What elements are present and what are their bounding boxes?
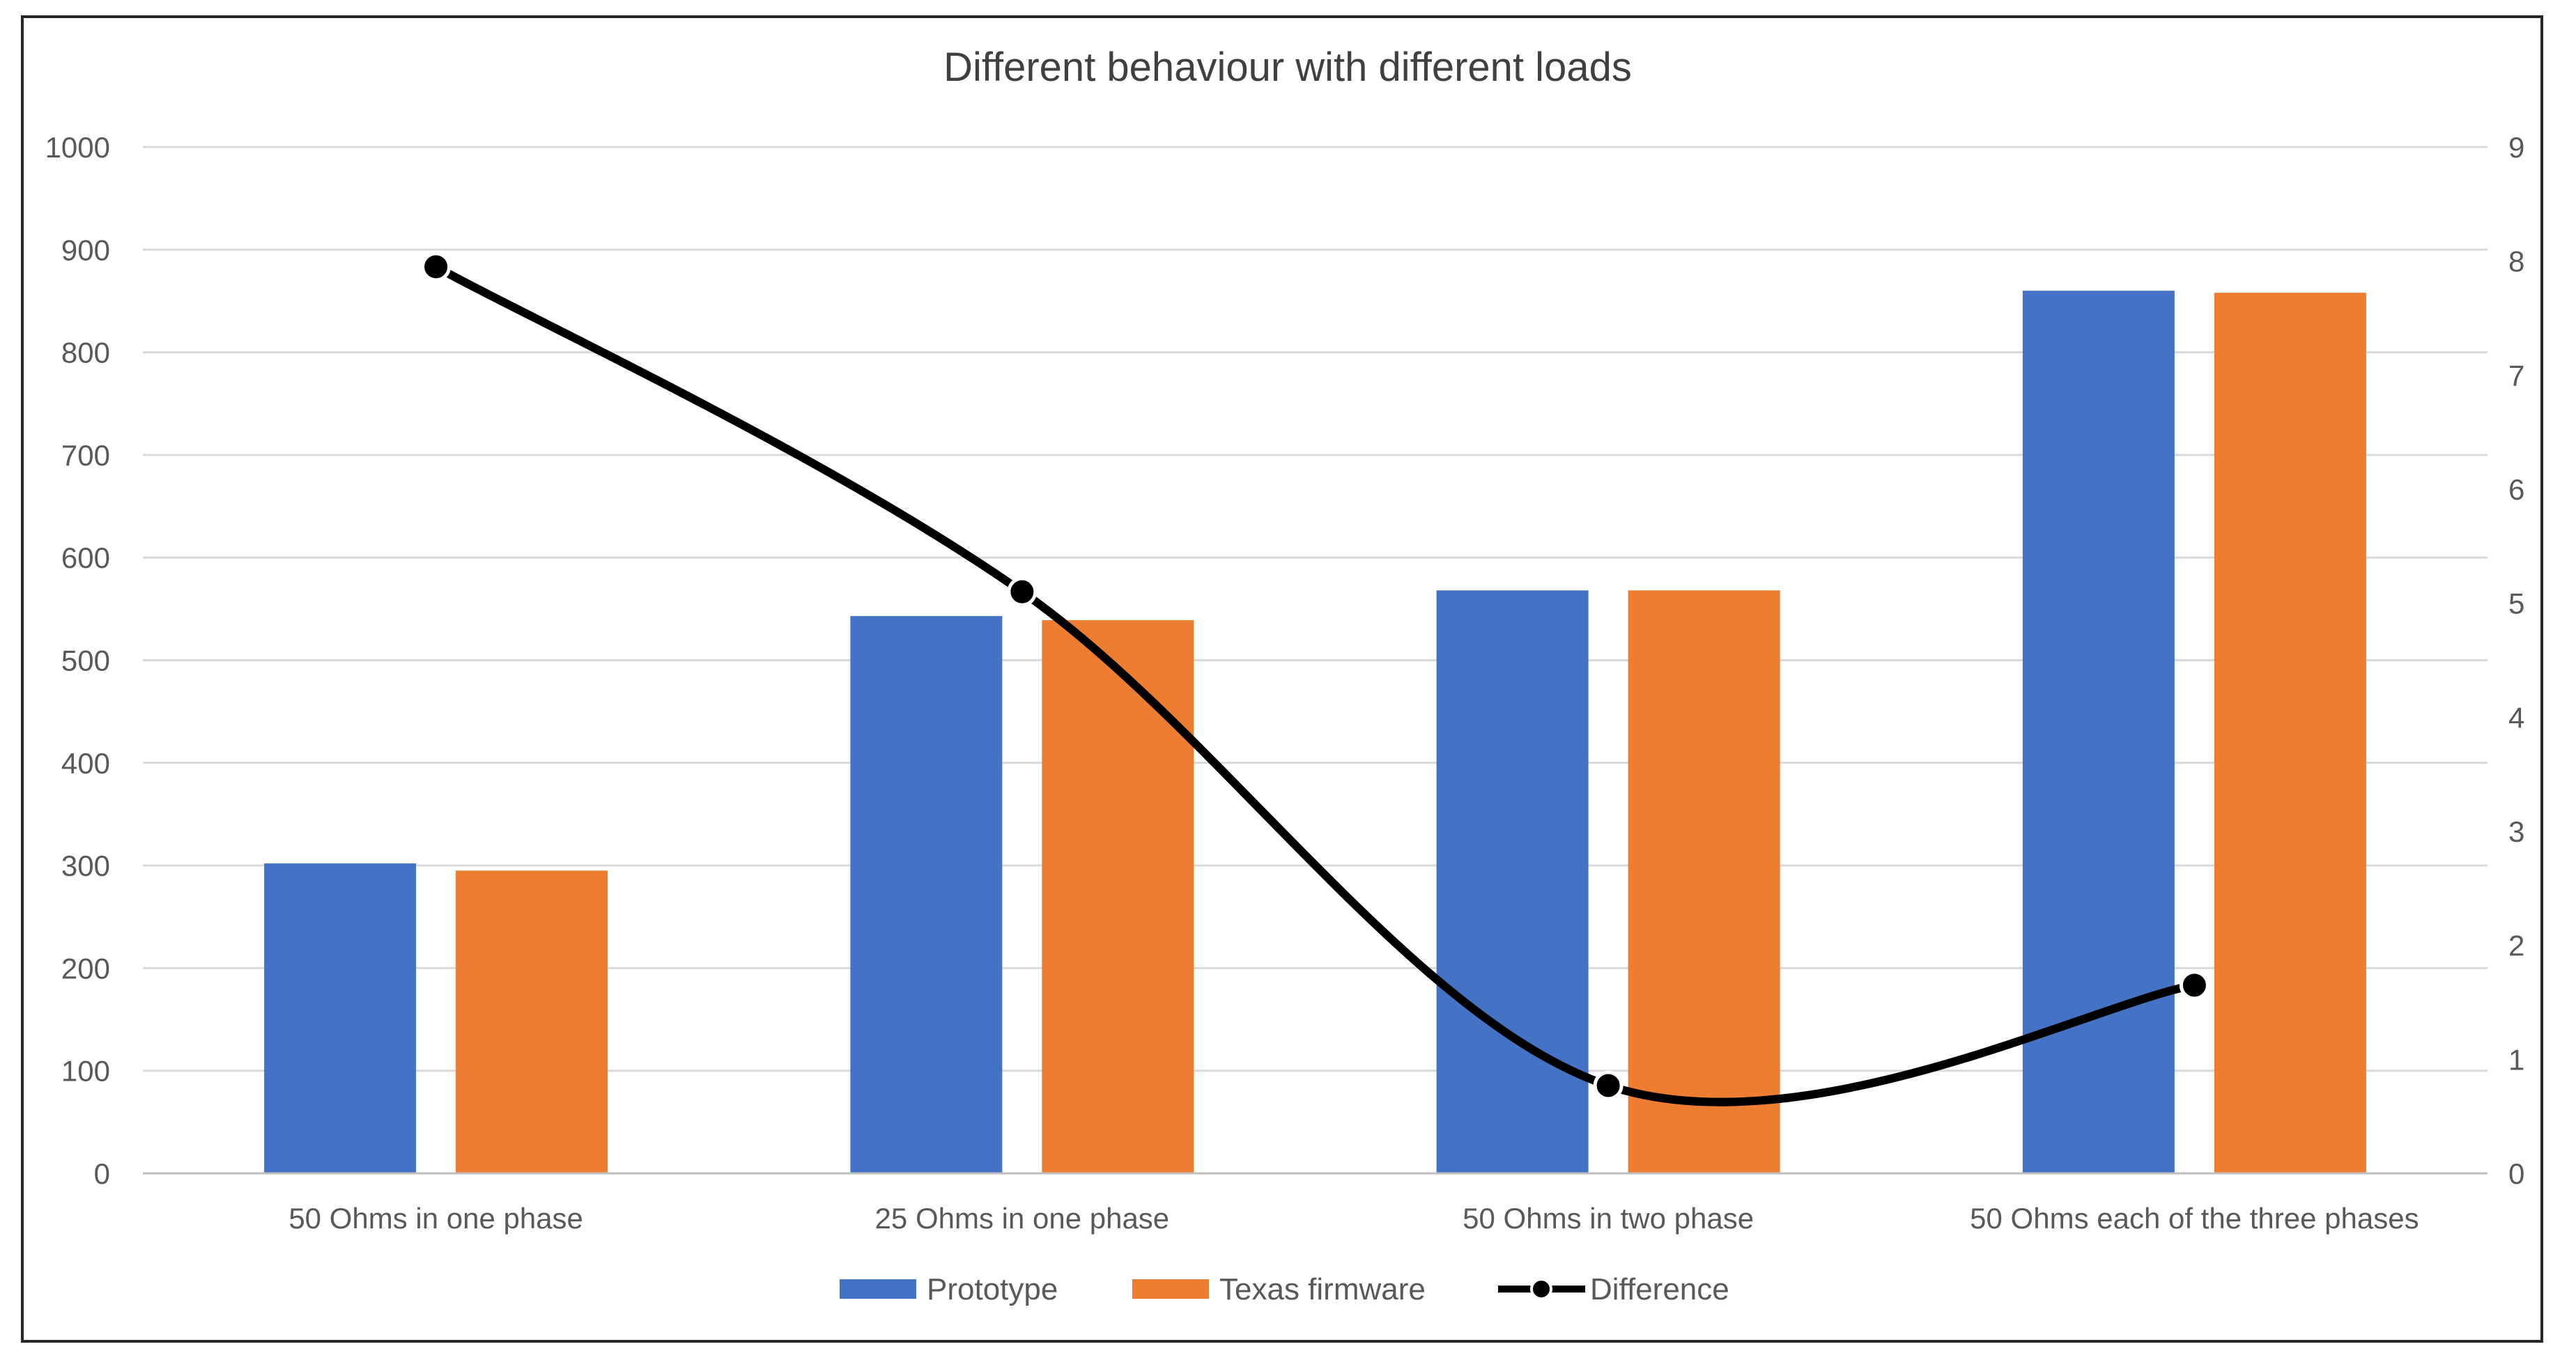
left-tick-label: 200	[61, 952, 110, 985]
legend: Prototype Texas firmware Difference	[840, 1272, 1729, 1306]
bar-texas-firmware	[1042, 620, 1194, 1173]
left-tick-label: 100	[61, 1055, 110, 1088]
legend-label: Difference	[1590, 1272, 1729, 1306]
legend-label: Texas firmware	[1219, 1272, 1426, 1306]
right-tick-label: 4	[2508, 701, 2524, 734]
right-axis-ticks: 0 1 2 3 4 5 6 7 8 9	[2508, 131, 2524, 1190]
right-tick-label: 5	[2508, 587, 2524, 620]
right-tick-label: 1	[2508, 1043, 2524, 1076]
legend-swatch	[840, 1279, 916, 1299]
legend-label: Prototype	[927, 1272, 1058, 1306]
right-tick-label: 6	[2508, 473, 2524, 506]
right-tick-label: 3	[2508, 815, 2524, 848]
left-tick-label: 800	[61, 337, 110, 369]
left-tick-label: 900	[61, 233, 110, 266]
category-label: 50 Ohms each of the three phases	[1970, 1202, 2419, 1235]
category-label: 50 Ohms in one phase	[288, 1202, 583, 1235]
difference-point	[421, 252, 452, 282]
difference-line	[421, 252, 2209, 1106]
left-tick-label: 1000	[45, 131, 110, 164]
bars	[264, 291, 2366, 1174]
bar-texas-firmware	[1628, 590, 1780, 1173]
right-tick-label: 9	[2508, 131, 2524, 164]
right-tick-label: 7	[2508, 359, 2524, 392]
legend-swatch	[1132, 1279, 1209, 1299]
left-axis-ticks: 0 100 200 300 400 500 600 700 800 900 1000	[45, 131, 110, 1190]
right-tick-label: 2	[2508, 929, 2524, 962]
left-tick-label: 500	[61, 645, 110, 677]
category-label: 25 Ohms in one phase	[875, 1202, 1170, 1235]
x-axis-labels: 50 Ohms in one phase 25 Ohms in one phase…	[288, 1202, 2419, 1235]
right-tick-label: 0	[2508, 1157, 2524, 1190]
bar-prototype	[850, 616, 1003, 1173]
category-label: 50 Ohms in two phase	[1463, 1202, 1754, 1235]
left-tick-label: 0	[94, 1157, 110, 1190]
bar-prototype	[1436, 590, 1589, 1173]
bar-prototype	[2022, 291, 2175, 1174]
difference-point	[2179, 970, 2209, 1001]
left-tick-label: 600	[61, 541, 110, 574]
chart-title: Different behaviour with different loads	[943, 45, 1632, 90]
bar-prototype	[264, 863, 417, 1173]
left-tick-label: 300	[61, 849, 110, 882]
legend-marker	[1530, 1278, 1552, 1300]
right-tick-label: 8	[2508, 245, 2524, 278]
bar-texas-firmware	[456, 870, 608, 1173]
difference-point	[1007, 576, 1038, 607]
bar-texas-firmware	[2214, 293, 2366, 1173]
left-tick-label: 400	[61, 747, 110, 780]
difference-point	[1593, 1070, 1624, 1101]
difference-series-line	[431, 262, 2199, 1106]
left-tick-label: 700	[61, 439, 110, 472]
